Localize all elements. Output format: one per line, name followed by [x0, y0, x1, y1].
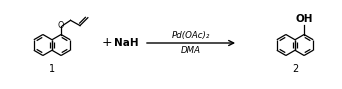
Text: OH: OH — [295, 14, 313, 24]
Text: Pd(OAc)₂: Pd(OAc)₂ — [172, 31, 210, 40]
Text: O: O — [58, 21, 64, 30]
Text: +: + — [102, 36, 112, 49]
Text: NaH: NaH — [114, 38, 138, 48]
Text: 2: 2 — [292, 63, 298, 74]
Text: DMA: DMA — [181, 46, 201, 55]
Text: 1: 1 — [49, 63, 55, 74]
